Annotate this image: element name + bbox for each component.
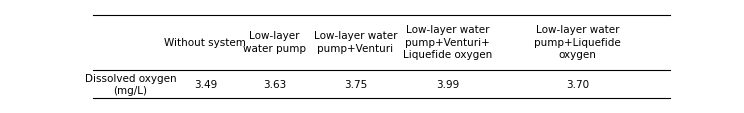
Text: 3.99: 3.99	[436, 79, 459, 89]
Text: Low-layer water
pump+Venturi+
Liquefide oxygen: Low-layer water pump+Venturi+ Liquefide …	[403, 25, 493, 60]
Text: Low-layer water
pump+Liquefide
oxygen: Low-layer water pump+Liquefide oxygen	[534, 25, 620, 60]
Text: 3.49: 3.49	[193, 79, 217, 89]
Text: Low-layer
water pump: Low-layer water pump	[243, 31, 306, 53]
Text: 3.63: 3.63	[263, 79, 286, 89]
Text: 3.75: 3.75	[344, 79, 367, 89]
Text: Low-layer water
pump+Venturi: Low-layer water pump+Venturi	[314, 31, 397, 53]
Text: Dissolved oxygen
(mg/L): Dissolved oxygen (mg/L)	[85, 73, 176, 95]
Text: 3.70: 3.70	[565, 79, 589, 89]
Text: Without system: Without system	[164, 37, 246, 47]
